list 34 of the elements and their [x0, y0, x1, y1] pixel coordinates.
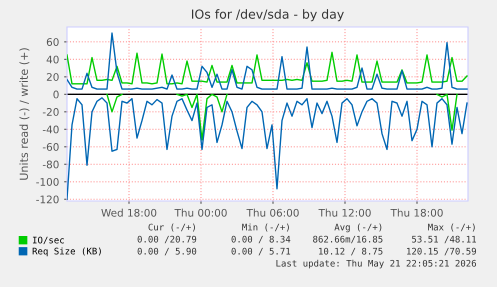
legend-label: Req Size (KB): [32, 248, 101, 256]
x-tick-label: Thu 18:00: [390, 208, 443, 217]
y-tick-label: -120: [36, 195, 59, 204]
legend-label: IO/sec: [32, 236, 64, 244]
text: Avg (-/+): [334, 223, 382, 232]
x-tick-label: Thu 06:00: [246, 208, 299, 217]
chart-title: IOs for /dev/sda - by day: [192, 9, 344, 22]
y-tick-label: -60: [42, 143, 59, 151]
text: 120.15 /70.59: [407, 248, 476, 256]
y-tick-label: 40: [46, 56, 59, 64]
text: 0.00 /20.79: [138, 236, 196, 244]
x-tick-label: Thu 12:00: [318, 208, 371, 217]
text: 862.66m/16.85: [313, 236, 382, 244]
y-tick-label: 60: [46, 38, 59, 46]
text: Min (-/+): [242, 224, 289, 232]
y-tick-label: -40: [42, 126, 59, 134]
line-series: [67, 52, 468, 85]
y-axis-title: Units read (-) / write (+): [19, 48, 30, 180]
y-tick-label: 0: [53, 90, 59, 98]
text: Max (-/+): [428, 224, 475, 232]
y-tick-label: -100: [36, 178, 59, 186]
text: 10.12 / 8.75: [319, 248, 382, 256]
y-tick-label: 20: [46, 73, 59, 81]
text: 0.00 / 5.90: [138, 248, 196, 256]
text: Cur (-/+): [148, 224, 195, 232]
text: Last update: Thu May 21 22:05:21 2026: [276, 260, 476, 268]
text: 0.00 / 5.71: [232, 248, 290, 256]
text: 53.51 /48.11: [412, 236, 476, 244]
text: 0.00 / 8.34: [232, 236, 290, 244]
y-tick-label: -20: [42, 108, 59, 116]
x-tick-label: Wed 18:00: [101, 208, 156, 217]
line-series: [67, 32, 468, 90]
x-tick-label: Thu 00:00: [174, 208, 227, 217]
y-tick-label: -80: [42, 160, 59, 168]
